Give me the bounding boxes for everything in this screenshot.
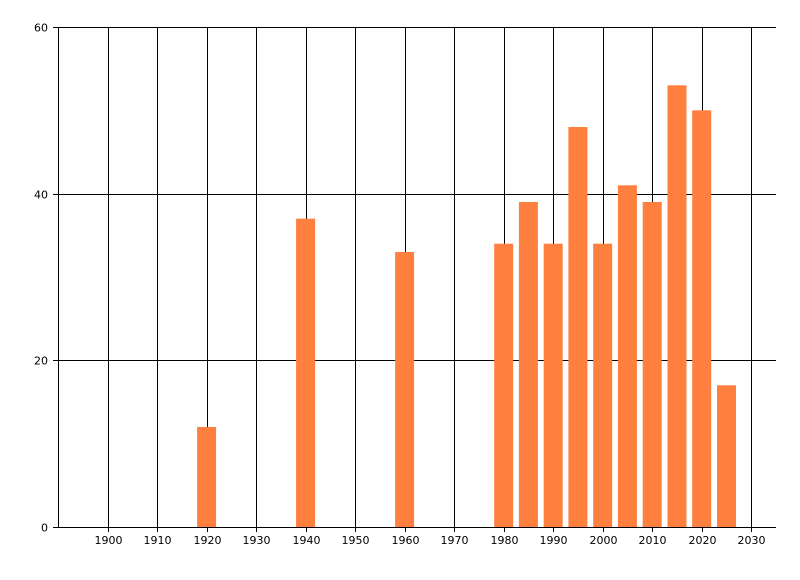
x-tick-label: 1960 (392, 534, 420, 547)
x-tick-label: 1990 (540, 534, 568, 547)
bar (518, 202, 538, 527)
bars (197, 85, 736, 528)
x-tick-label: 2000 (590, 534, 618, 547)
y-tick-label: 40 (34, 189, 48, 202)
bar (692, 110, 712, 528)
x-tick-label: 1910 (144, 534, 172, 547)
x-tick-label: 1900 (95, 534, 123, 547)
bar (296, 218, 316, 527)
bar (667, 85, 687, 528)
y-tick-label: 0 (41, 522, 48, 535)
x-tick-label: 2020 (689, 534, 717, 547)
x-tick-label: 1940 (293, 534, 321, 547)
bar (197, 427, 217, 527)
x-tick-label: 1970 (441, 534, 469, 547)
bar (494, 243, 514, 527)
y-tick-label: 20 (34, 355, 48, 368)
y-tick-label: 60 (34, 22, 48, 35)
x-tick-label: 1950 (342, 534, 370, 547)
axes (53, 27, 776, 532)
x-tick-label: 1920 (194, 534, 222, 547)
bar (568, 127, 588, 527)
tick-labels: 1900 1910 1920 1930 1940 1950 1960 1970 1980 1990… (34, 22, 766, 548)
x-tick-label: 2030 (738, 534, 766, 547)
bar (642, 202, 662, 527)
x-tick-label: 2010 (639, 534, 667, 547)
bar (593, 243, 613, 527)
bar (543, 243, 563, 527)
bar (717, 385, 736, 527)
bar (617, 185, 637, 528)
bar (395, 252, 415, 527)
x-tick-label: 1930 (243, 534, 271, 547)
x-tick-label: 1980 (491, 534, 519, 547)
